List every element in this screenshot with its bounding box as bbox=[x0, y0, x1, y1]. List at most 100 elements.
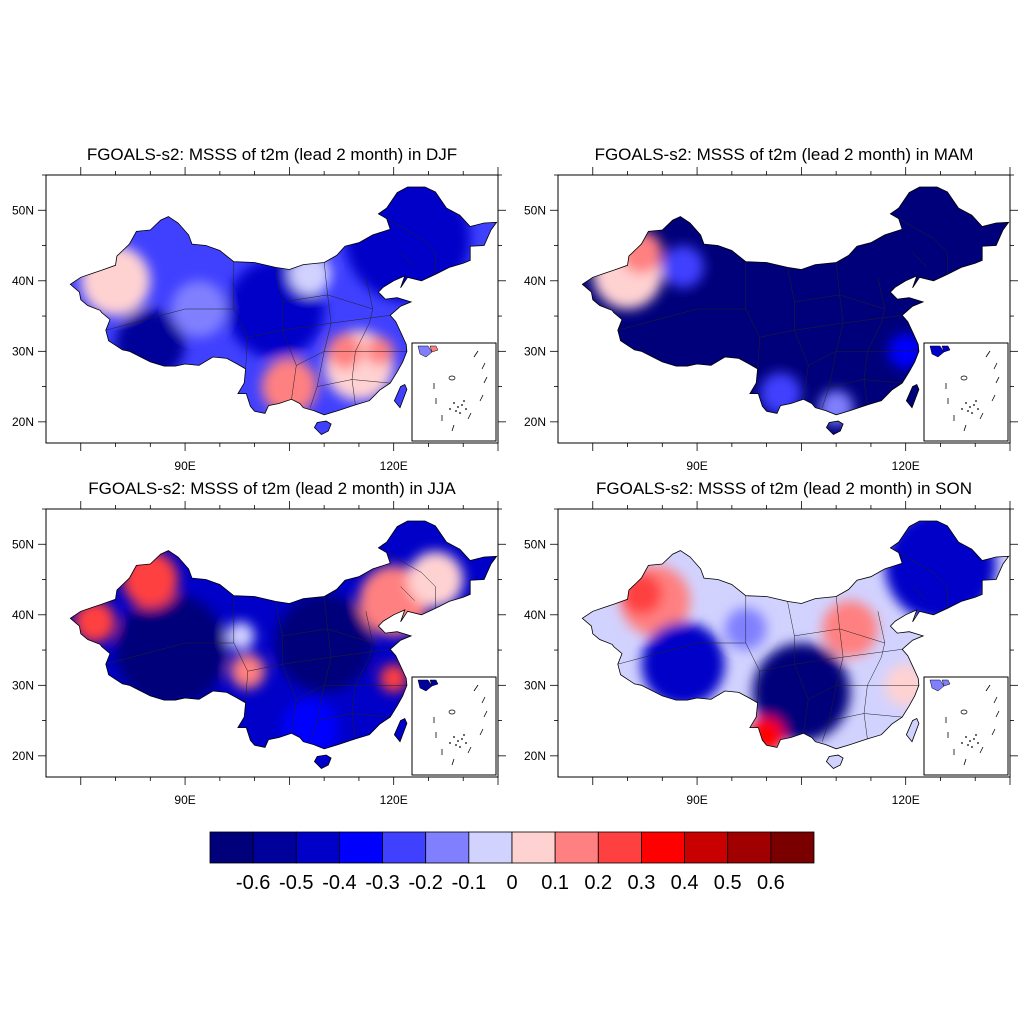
colorbar-swatch bbox=[770, 831, 815, 864]
colorbar-label: -0.2 bbox=[408, 872, 442, 894]
province-boundary bbox=[296, 351, 407, 366]
colorbar-swatch bbox=[252, 831, 297, 864]
field-anomaly bbox=[620, 231, 663, 274]
country-outline bbox=[581, 520, 1010, 750]
field-anomaly bbox=[620, 572, 663, 615]
lat-tick-label: 30N bbox=[524, 678, 546, 692]
colorbar-label: 0.3 bbox=[628, 872, 656, 894]
colorbar-label: -0.5 bbox=[279, 872, 313, 894]
field-anomaly bbox=[379, 664, 408, 693]
map-panel-jja: FGOALS-s2: MSSS of t2m (lead 2 month) in… bbox=[12, 479, 506, 807]
province-boundary bbox=[912, 252, 927, 267]
island-outline bbox=[313, 420, 332, 435]
province-boundary bbox=[821, 596, 844, 742]
lat-tick-label: 20N bbox=[12, 415, 34, 429]
field-anomaly bbox=[641, 621, 725, 707]
province-boundary bbox=[759, 315, 903, 338]
field-anomaly bbox=[289, 252, 332, 295]
lat-tick-label: 20N bbox=[524, 749, 546, 763]
province-boundary bbox=[400, 586, 415, 601]
colorbar-label: -0.6 bbox=[236, 872, 270, 894]
field-anomaly bbox=[73, 600, 116, 643]
lat-tick-label: 40N bbox=[524, 274, 546, 288]
colorbar-label: 0.5 bbox=[714, 872, 742, 894]
map-frame bbox=[557, 174, 1011, 444]
map-frame bbox=[45, 508, 499, 778]
province-boundary bbox=[247, 315, 391, 338]
field-anomaly bbox=[345, 187, 471, 302]
island-outline bbox=[825, 420, 844, 435]
province-boundary bbox=[794, 294, 885, 310]
colorbar-swatch bbox=[209, 831, 254, 864]
colorbar-swatch bbox=[339, 831, 383, 864]
lon-tick-label: 120E bbox=[892, 793, 920, 807]
colorbar-swatch bbox=[511, 831, 556, 864]
lon-tick-label: 120E bbox=[380, 459, 408, 473]
province-boundary bbox=[898, 218, 948, 275]
south-china-sea-inset bbox=[923, 342, 1009, 442]
province-boundary bbox=[282, 294, 373, 310]
colorbar-label: 0.1 bbox=[541, 872, 569, 894]
colorbar-label: -0.4 bbox=[322, 872, 356, 894]
province-boundary bbox=[808, 685, 919, 700]
map-panel-mam: FGOALS-s2: MSSS of t2m (lead 2 month) in… bbox=[524, 145, 1018, 473]
field-anomaly bbox=[226, 621, 255, 651]
panel-title: FGOALS-s2: MSSS of t2m (lead 2 month) in… bbox=[596, 479, 972, 498]
province-boundary bbox=[400, 252, 415, 267]
lon-tick-label: 120E bbox=[892, 459, 920, 473]
province-boundary bbox=[309, 262, 332, 408]
lat-tick-label: 20N bbox=[524, 415, 546, 429]
field-anomaly bbox=[749, 717, 784, 753]
colorbar-swatch bbox=[727, 831, 772, 864]
province-boundary bbox=[745, 261, 760, 369]
colorbar-label: -0.3 bbox=[365, 872, 399, 894]
south-china-sea-inset bbox=[411, 342, 497, 442]
lat-tick-label: 50N bbox=[12, 203, 34, 217]
field-anomaly bbox=[115, 593, 227, 707]
province-boundary bbox=[898, 552, 948, 609]
island-outline bbox=[905, 717, 920, 743]
country-outline bbox=[69, 520, 498, 750]
lon-tick-label: 120E bbox=[380, 793, 408, 807]
lon-tick-label: 90E bbox=[174, 793, 195, 807]
colorbar-swatch bbox=[295, 831, 340, 864]
lat-tick-label: 30N bbox=[12, 344, 34, 358]
colorbar-swatch bbox=[382, 831, 427, 864]
colorbar-swatch bbox=[641, 831, 685, 864]
lat-tick-label: 20N bbox=[12, 749, 34, 763]
country-outline bbox=[581, 186, 1010, 416]
colorbar-swatch bbox=[554, 831, 599, 864]
map-frame bbox=[45, 174, 499, 444]
field-anomaly bbox=[261, 358, 318, 415]
south-china-sea-inset bbox=[923, 676, 1009, 776]
field-anomaly bbox=[759, 372, 802, 415]
province-boundary bbox=[863, 277, 886, 405]
map-panel-son: FGOALS-s2: MSSS of t2m (lead 2 month) in… bbox=[524, 479, 1018, 807]
lat-tick-label: 30N bbox=[12, 678, 34, 692]
map-panel-djf: FGOALS-s2: MSSS of t2m (lead 2 month) in… bbox=[12, 145, 506, 473]
province-boundary bbox=[233, 261, 248, 369]
lon-tick-label: 90E bbox=[686, 793, 707, 807]
colorbar-swatch bbox=[425, 831, 470, 864]
province-boundary bbox=[233, 595, 248, 703]
province-boundary bbox=[105, 308, 186, 331]
island-outline bbox=[393, 383, 408, 409]
field-anomaly bbox=[818, 390, 854, 426]
province-boundary bbox=[617, 642, 698, 665]
lat-tick-label: 40N bbox=[12, 608, 34, 622]
lat-tick-label: 40N bbox=[12, 274, 34, 288]
province-boundary bbox=[829, 713, 903, 721]
panel-title: FGOALS-s2: MSSS of t2m (lead 2 month) in… bbox=[88, 479, 456, 498]
province-boundary bbox=[247, 649, 391, 672]
island-outline bbox=[313, 754, 332, 769]
lat-tick-label: 50N bbox=[12, 537, 34, 551]
colorbar-swatch bbox=[684, 831, 729, 864]
panel-title: FGOALS-s2: MSSS of t2m (lead 2 month) in… bbox=[595, 145, 974, 164]
province-boundary bbox=[821, 262, 844, 408]
province-boundary bbox=[794, 628, 885, 644]
colorbar-label: -0.1 bbox=[452, 872, 486, 894]
province-boundary bbox=[912, 586, 927, 601]
lat-tick-label: 50N bbox=[524, 537, 546, 551]
province-boundary bbox=[829, 379, 903, 387]
